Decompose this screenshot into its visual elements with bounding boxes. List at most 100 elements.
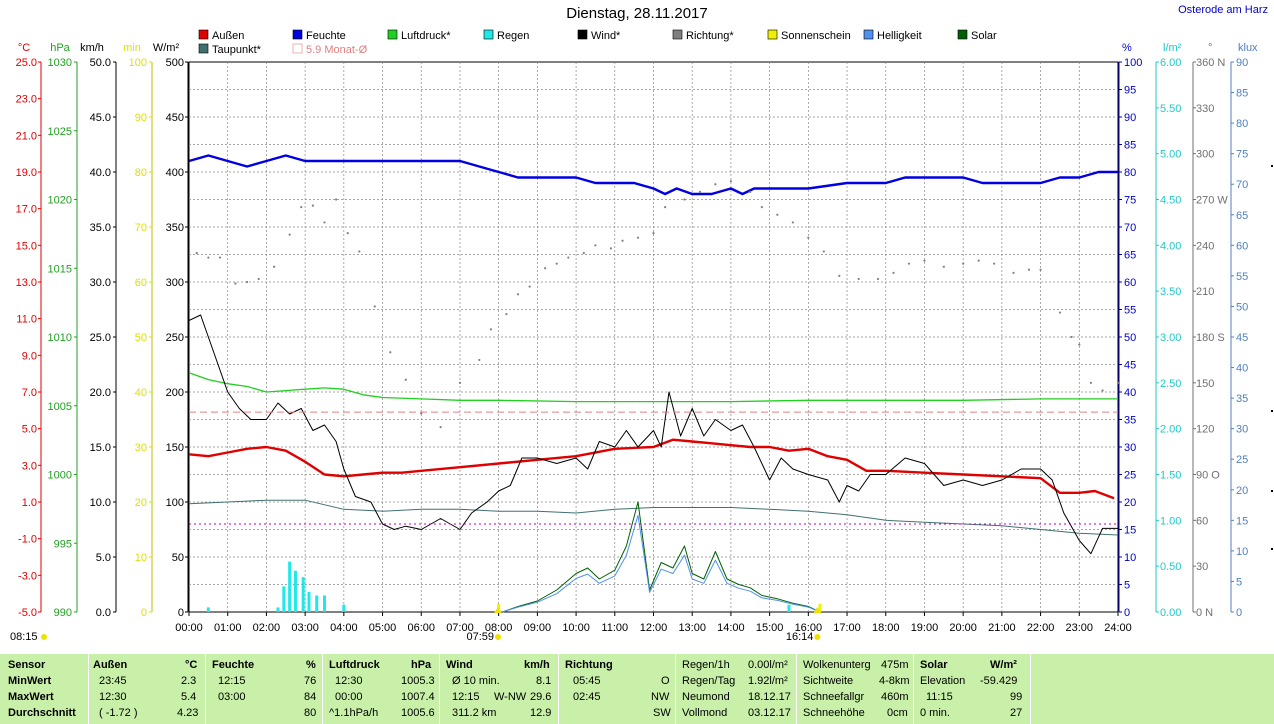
- legend-swatch: [483, 29, 494, 40]
- pressure-tick-label: 1015: [48, 263, 72, 275]
- chart-axes: 25.0 23.0 21.0 19.0 17.0 15.0 13.0 11.0 9.0 7.0 5.…: [16, 42, 1258, 634]
- series-richtung-point: [594, 244, 597, 247]
- footer-value: ^1.1hPa/h: [329, 707, 379, 719]
- series-helligkeit-line: [502, 514, 821, 613]
- lux-tick-label: 90: [1236, 57, 1248, 69]
- humidity-tick-label: 65: [1124, 250, 1136, 262]
- series-richtung-point: [621, 239, 624, 242]
- edge-marker: [1271, 410, 1273, 412]
- series-richtung-point: [942, 265, 945, 268]
- rain-tick-label: 6.00: [1160, 57, 1181, 69]
- humidity-tick-label: 25: [1124, 470, 1136, 482]
- legend-label: Außen: [212, 30, 244, 42]
- direction-tick-label: 210: [1196, 286, 1214, 298]
- footer-value: Schneehöhe: [803, 707, 865, 719]
- footer-feuchte-header: Feuchte: [212, 659, 255, 671]
- footer-value: 8.1: [536, 675, 552, 687]
- temp-tick-label: 3.0: [22, 460, 37, 472]
- solar-tick-label: 150: [166, 442, 184, 454]
- sun-tick-label: 70: [135, 222, 147, 234]
- lux-tick-label: 10: [1236, 546, 1248, 558]
- solar-tick-label: 0: [178, 607, 184, 619]
- lux-tick-label: 55: [1236, 271, 1248, 283]
- series-richtung-point: [714, 183, 717, 186]
- footer-value: 00:00: [335, 691, 363, 703]
- series-sonnenschein-bar: [818, 603, 822, 612]
- sunset-sun-icon: [814, 634, 821, 640]
- sun-tick-label: 0: [141, 607, 147, 619]
- footer-value: Regen/1h: [682, 659, 730, 671]
- humidity-tick-label: 70: [1124, 222, 1136, 234]
- wind-tick-label: 10.0: [90, 497, 111, 509]
- sunset-label: 16:14: [786, 631, 814, 643]
- footer-value: 18.12.17: [748, 691, 791, 703]
- rain-tick-label: 5.50: [1160, 103, 1181, 115]
- series-richtung-point: [636, 236, 640, 239]
- series-richtung-point: [311, 204, 314, 207]
- lux-tick-label: 80: [1236, 118, 1248, 130]
- direction-tick-label: 270 W: [1196, 195, 1228, 207]
- temp-tick-label: 5.0: [22, 424, 37, 436]
- temp-tick-label: 19.0: [16, 167, 37, 179]
- weather-chart: 25.0 23.0 21.0 19.0 17.0 15.0 13.0 11.0 9.0 7.0 5.…: [10, 29, 1273, 643]
- sun-tick-label: 90: [135, 112, 147, 124]
- sun-tick-label: 40: [135, 387, 147, 399]
- footer-value: 12:30: [335, 675, 363, 687]
- direction-tick-label: 120: [1196, 424, 1214, 436]
- legend-swatch: [292, 43, 303, 54]
- sun-tick-label: 80: [135, 167, 147, 179]
- series-regen-bar: [282, 586, 286, 612]
- series-richtung-point: [1101, 389, 1104, 392]
- series-richtung-point: [334, 198, 338, 201]
- series-richtung-point: [218, 256, 222, 259]
- footer-value: 23:45: [99, 675, 127, 687]
- footer-value: 4.23: [177, 707, 199, 719]
- humidity-tick-label: 85: [1124, 140, 1136, 152]
- temp-tick-label: 7.0: [22, 387, 37, 399]
- footer-richtung-header: Richtung: [565, 659, 613, 671]
- footer-value: Sichtweite: [803, 675, 854, 687]
- footer-wolken-col: Wolkenunterg 475m Sichtweite 4-8km Schneef…: [797, 654, 914, 724]
- rain-unit-label: l/m²: [1163, 42, 1182, 54]
- time-tick-label: 02:00: [253, 622, 281, 634]
- footer-value: 76: [304, 675, 317, 687]
- series-richtung-point: [791, 221, 794, 224]
- time-tick-label: 16:00: [795, 622, 823, 634]
- humidity-tick-label: 60: [1124, 277, 1136, 289]
- footer-wind-col: Wind km/h Ø 10 min. 8.1 12:15 W-NW 29.6 311.…: [440, 654, 559, 724]
- legend-label: Luftdruck*: [401, 30, 451, 42]
- edge-marker: [1271, 165, 1273, 167]
- rain-tick-label: 4.00: [1160, 240, 1181, 252]
- series-richtung-point: [1078, 343, 1081, 346]
- footer-value: 03.12.17: [748, 707, 791, 719]
- time-tick-label: 01:00: [214, 622, 242, 634]
- footer-value: 03:00: [218, 691, 246, 703]
- pressure-unit-label: hPa: [50, 42, 70, 54]
- series-richtung-point: [516, 293, 520, 296]
- temp-tick-label: 25.0: [16, 57, 37, 69]
- footer-value: 0 min.: [920, 707, 950, 719]
- legend-label: Regen: [497, 30, 529, 42]
- humidity-tick-label: 30: [1124, 442, 1136, 454]
- wind-tick-label: 20.0: [90, 387, 111, 399]
- series-richtung-point: [749, 190, 752, 193]
- lux-tick-label: 30: [1236, 424, 1248, 436]
- series-richtung-point: [876, 277, 880, 281]
- direction-tick-label: 150: [1196, 378, 1214, 390]
- footer-value: W-NW: [494, 691, 527, 703]
- footer-value: Regen/Tag: [682, 675, 736, 687]
- series-richtung-point: [1116, 381, 1120, 384]
- rain-tick-label: 2.50: [1160, 378, 1181, 390]
- time-tick-label: 18:00: [872, 622, 900, 634]
- lux-tick-label: 35: [1236, 393, 1248, 405]
- legend-swatch: [198, 43, 209, 54]
- series-regen-bar: [206, 607, 210, 612]
- rain-tick-label: 4.50: [1160, 195, 1181, 207]
- humidity-tick-label: 90: [1124, 112, 1136, 124]
- lux-tick-label: 50: [1236, 301, 1248, 313]
- wind-unit-label: km/h: [80, 42, 104, 54]
- wind-tick-label: 25.0: [90, 332, 111, 344]
- chart-series: [188, 154, 1120, 613]
- series-richtung-point: [420, 412, 423, 415]
- rain-tick-label: 3.00: [1160, 332, 1181, 344]
